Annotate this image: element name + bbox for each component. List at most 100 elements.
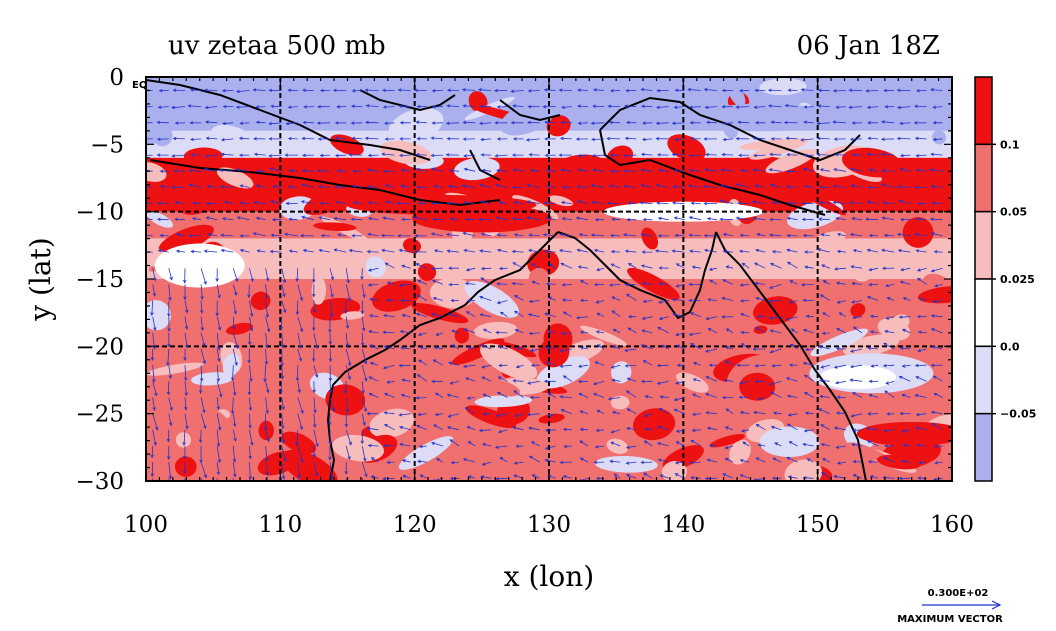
wind-vector: [159, 233, 169, 238]
wind-vector: [821, 331, 830, 335]
wind-vector: [415, 153, 427, 157]
wind-vector: [816, 121, 830, 126]
wind-vector: [530, 441, 540, 447]
wind-vector: [658, 316, 669, 321]
wind-vector: [431, 379, 443, 384]
wind-vector: [372, 491, 378, 495]
wind-vector: [200, 268, 207, 286]
wind-vector: [786, 216, 798, 221]
wind-vector: [593, 380, 605, 386]
wind-vector: [336, 105, 347, 109]
wind-vector: [786, 233, 798, 238]
wind-vector: [414, 234, 427, 238]
wind-vector: [609, 459, 621, 464]
wind-vector: [345, 348, 352, 367]
wind-vector: [934, 444, 943, 448]
wind-vector: [463, 364, 476, 368]
wind-vector: [642, 299, 653, 303]
wind-vector: [236, 89, 250, 94]
wind-vector: [688, 153, 701, 158]
wind-vector: [692, 361, 701, 366]
wind-vector: [249, 429, 254, 446]
wind-vector: [270, 200, 282, 204]
wind-vector: [721, 105, 734, 109]
wind-vector: [624, 348, 637, 352]
wind-vector: [640, 168, 653, 172]
wind-vector: [433, 249, 443, 253]
wind-vector: [332, 88, 347, 93]
wind-vector: [183, 284, 187, 301]
wind-vector: [528, 455, 540, 463]
wind-vector: [703, 248, 717, 253]
wind-vector: [360, 332, 365, 347]
wind-vector: [931, 423, 943, 431]
wind-vector: [216, 284, 221, 299]
wind-vector: [721, 152, 734, 157]
wind-vector: [216, 365, 220, 383]
wind-vector: [531, 263, 540, 269]
wind-vector: [707, 328, 718, 334]
wind-vector: [886, 412, 895, 416]
vorticity-cell: [417, 263, 437, 281]
wind-vector: [752, 347, 766, 351]
wind-vector: [673, 105, 685, 109]
wind-vector: [934, 284, 943, 288]
wind-vector: [640, 233, 653, 237]
wind-vector: [463, 248, 476, 253]
wind-vector: [266, 495, 269, 510]
wind-vector: [802, 328, 814, 334]
wind-vector: [386, 298, 395, 303]
wind-vector: [480, 344, 492, 350]
wind-vector: [414, 88, 427, 93]
wind-vector: [675, 380, 685, 385]
wind-vector: [676, 363, 685, 367]
wind-vector: [253, 137, 266, 141]
vorticity-cell: [538, 413, 565, 424]
wind-vector: [849, 232, 863, 237]
wind-vector: [839, 494, 846, 497]
wind-vector: [869, 330, 879, 334]
wind-vector: [416, 374, 428, 382]
wind-vector: [419, 346, 427, 350]
wind-vector: [285, 121, 298, 126]
wind-vector: [184, 316, 189, 330]
wind-vector: [737, 120, 750, 125]
wind-vector: [579, 346, 589, 350]
vorticity-cell: [610, 395, 630, 410]
wind-vector: [430, 167, 443, 172]
wind-vector: [596, 267, 605, 272]
wind-vector: [562, 475, 572, 479]
wind-vector: [708, 267, 717, 271]
wind-vector: [640, 87, 653, 92]
wind-vector: [383, 345, 395, 350]
wind-vector: [769, 329, 782, 334]
wind-vector: [752, 216, 766, 221]
wind-vector: [270, 104, 282, 109]
wind-vector: [624, 364, 637, 368]
wind-vector: [688, 184, 701, 188]
wind-vector: [687, 87, 701, 92]
wind-vector: [333, 185, 347, 189]
wind-vector: [849, 378, 863, 382]
wind-vector: [265, 397, 269, 415]
wind-vector: [361, 381, 365, 395]
wind-vector: [690, 439, 702, 447]
wind-vector: [433, 424, 444, 431]
wind-vector: [769, 183, 782, 188]
wind-vector: [514, 413, 524, 417]
wind-vector: [592, 168, 605, 172]
wind-vector: [724, 492, 733, 495]
wind-vector: [803, 120, 814, 124]
wind-vector: [625, 474, 637, 479]
minor-ticks: [145, 76, 953, 482]
wind-vector: [285, 201, 298, 206]
wind-vector: [381, 152, 395, 156]
wind-vector: [367, 267, 379, 272]
vorticity-cell: [546, 115, 571, 137]
wind-vector: [821, 264, 830, 269]
wind-vector: [767, 104, 782, 108]
wind-vector: [200, 461, 207, 479]
wind-vector: [852, 249, 863, 253]
wind-vector: [480, 232, 492, 237]
